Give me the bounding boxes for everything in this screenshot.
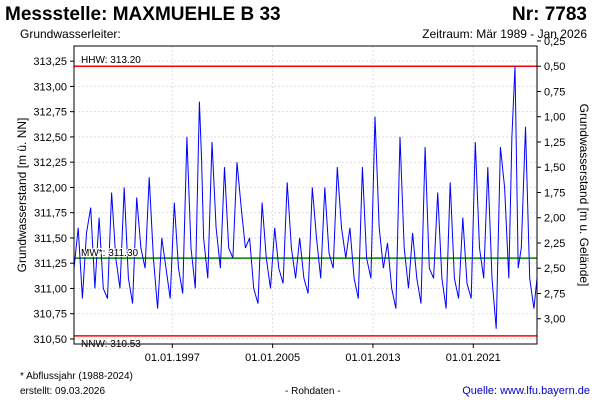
series-line (73, 66, 538, 329)
left-tick-label: 313,00 (33, 81, 67, 93)
left-tick-label: 311,25 (34, 258, 67, 270)
right-tick-label: 0,75 (544, 86, 565, 98)
right-tick-label: 0,25 (544, 36, 565, 48)
period-label: Zeitraum: Mär 1989 - Jan 2026 (422, 27, 587, 41)
station-title: Messstelle: MAXMUEHLE B 33 (5, 4, 281, 25)
left-tick-label: 310,75 (33, 309, 67, 321)
x-tick-label: 01.01.2005 (245, 352, 300, 364)
x-tick-marks (171, 344, 474, 348)
right-tick-label: 1,00 (544, 112, 565, 124)
aquifer-label: Grundwasserleiter: (20, 27, 121, 41)
left-tick-label: 311,00 (34, 283, 67, 295)
x-axis-ticks: 01.01.1997 01.01.2005 01.01.2013 01.01.2021 (145, 352, 501, 364)
station-number: Nr: 7783 (512, 4, 587, 25)
right-tick-label: 0,50 (544, 61, 565, 73)
x-tick-label: 01.01.2021 (446, 352, 501, 364)
reference-lines (74, 65, 537, 337)
reference-label: HHW: 313.20 (81, 55, 141, 66)
y-axis-label-right: Grundwasserstand [m u. Gelände] (577, 104, 591, 287)
right-tick-label: 1,50 (544, 162, 565, 174)
right-tick-label: 2,75 (544, 288, 565, 300)
right-tick-label: 2,50 (544, 263, 565, 275)
right-tick-label: 2,25 (544, 238, 565, 250)
left-tick-label: 310,50 (33, 334, 67, 346)
plot-background (74, 46, 537, 344)
y-axis-label-left: Grundwasserstand [m ü. NN] (15, 118, 29, 273)
left-tick-label: 312,50 (33, 132, 67, 144)
left-tick-label: 312,25 (33, 157, 67, 169)
left-tick-label: 312,00 (33, 182, 67, 194)
raw-data-label: - Rohdaten - (285, 386, 341, 397)
left-tick-label: 311,50 (34, 233, 67, 245)
left-tick-label: 313,25 (33, 56, 67, 68)
source-link[interactable]: Quelle: www.lfu.bayern.de (462, 385, 590, 397)
right-tick-label: 1,25 (544, 137, 565, 149)
left-tick-label: 311,75 (34, 208, 67, 220)
created-date: erstellt: 09.03.2026 (20, 386, 106, 397)
right-tick-label: 1,75 (544, 187, 565, 199)
right-axis-ticks: 3,00 2,75 2,50 2,25 2,00 1,75 1,50 1,25 1,00 0,75… (537, 36, 565, 326)
right-tick-label: 2,00 (544, 213, 565, 225)
right-tick-label: 3,00 (544, 314, 565, 326)
plot-frame (73, 45, 538, 345)
x-tick-label: 01.01.1997 (145, 352, 200, 364)
left-tick-label: 312,75 (33, 107, 67, 119)
x-tick-label: 01.01.2013 (345, 352, 400, 364)
footnote-hydrological-year: * Abflussjahr (1988-2024) (20, 371, 133, 382)
reference-label: MW*: 311.30 (81, 248, 138, 259)
left-axis-ticks: 310,50 310,75 311,00 311,25 311,50 311,75 312,… (33, 56, 74, 346)
